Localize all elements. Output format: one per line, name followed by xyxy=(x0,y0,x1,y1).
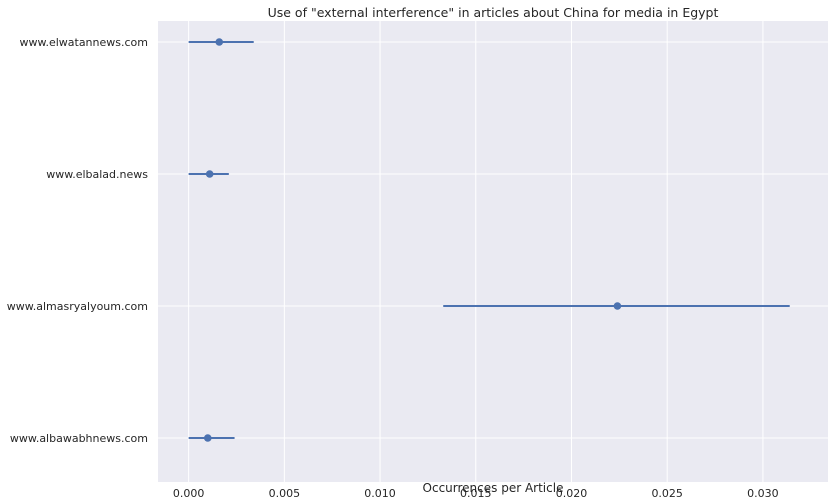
y-tick-label: www.elwatannews.com xyxy=(19,36,148,49)
data-point xyxy=(613,302,622,310)
chart-title: Use of "external interference" in articl… xyxy=(268,5,719,20)
x-tick-label: 0.005 xyxy=(269,487,301,500)
x-tick-label: 0.000 xyxy=(173,487,205,500)
data-point xyxy=(203,434,212,442)
x-axis-label: Occurrences per Article xyxy=(423,481,564,495)
plot-background xyxy=(158,21,828,482)
y-tick-label: www.almasryalyoum.com xyxy=(7,300,148,313)
x-axis-ticks: 0.000 0.005 0.010 0.015 0.020 0.025 0.030 xyxy=(173,487,779,500)
y-axis-ticks: www.elwatannews.com www.elbalad.news www.a… xyxy=(7,36,148,445)
data-marks xyxy=(188,38,790,442)
x-tick-label: 0.020 xyxy=(556,487,588,500)
x-tick-label: 0.030 xyxy=(747,487,779,500)
y-tick-label: www.albawabhnews.com xyxy=(10,432,148,445)
x-tick-label: 0.015 xyxy=(460,487,492,500)
y-tick-label: www.elbalad.news xyxy=(46,168,148,181)
data-point xyxy=(215,38,224,46)
data-point xyxy=(205,170,214,178)
x-tick-label: 0.025 xyxy=(651,487,683,500)
x-tick-label: 0.010 xyxy=(364,487,396,500)
